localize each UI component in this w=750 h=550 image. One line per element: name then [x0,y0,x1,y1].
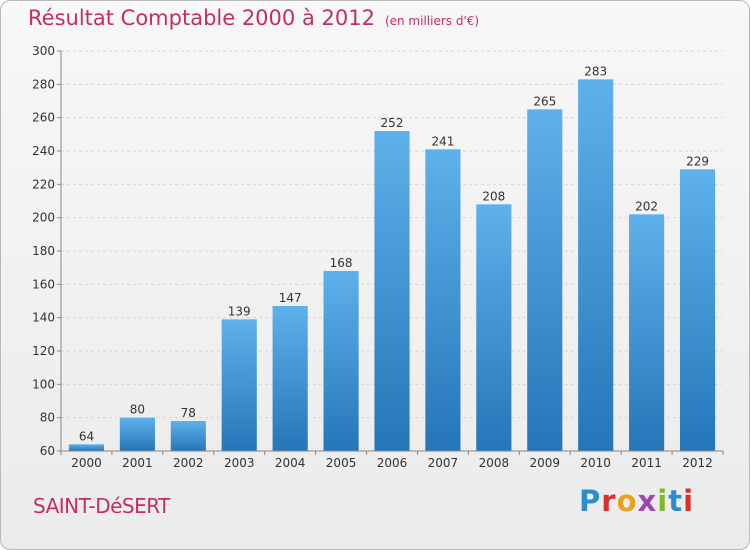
data-label-2007: 241 [431,134,454,148]
x-tick-label-2009: 2009 [529,456,560,470]
bar-2004 [272,306,308,451]
data-label-2000: 64 [79,429,94,443]
x-axis-ticks: 2000 2001 2002 2003 2004 2005 2006 2007 2008 2009… [60,451,724,470]
y-tick-label: 240 [32,144,55,158]
x-tick-label-2000: 2000 [71,456,102,470]
proxiti-logo[interactable]: Proxiti [579,484,695,518]
bar-2003 [221,319,257,451]
y-tick-label: 160 [32,277,55,291]
data-label-2002: 78 [181,406,196,420]
data-labels: 64 80 78 139 147 168 252 241 208 265 283 202 229 [79,64,709,443]
data-label-2005: 168 [330,256,353,270]
y-axis-ticks: 60 80 100 120 140 160 180 200 220 240 260 280 300 [32,44,61,458]
data-label-2008: 208 [482,189,505,203]
bar-2006 [374,131,410,451]
data-label-2010: 283 [584,64,607,78]
y-tick-label: 300 [32,44,55,58]
bar-2000 [68,444,105,451]
y-tick-label: 80 [40,411,55,425]
y-tick-label: 140 [32,311,55,325]
bar-2012 [679,169,716,452]
y-tick-label: 200 [32,211,55,225]
bar-2005 [323,271,359,451]
y-tick-label: 180 [32,244,55,258]
chart-subtitle: (en milliers d'€) [384,14,480,28]
x-tick-label-2004: 2004 [275,456,306,470]
y-tick-label: 120 [32,344,55,358]
bar-2002 [170,421,206,451]
data-label-2009: 265 [533,94,556,108]
y-tick-label: 280 [32,77,55,91]
data-label-2012: 229 [686,154,709,168]
bars [68,79,716,452]
data-label-2003: 139 [228,304,251,318]
x-tick-label-2005: 2005 [326,456,357,470]
x-tick-label-2001: 2001 [122,456,153,470]
bar-2010 [578,79,614,451]
bar-2009 [527,109,563,451]
place-name: SAINT-DéSERT [33,494,170,518]
data-label-2006: 252 [381,116,404,130]
bar-2007 [425,149,461,452]
chart-title: Résultat Comptable 2000 à 2012 (en millie… [28,6,479,30]
y-tick-label: 220 [32,177,55,191]
x-tick-label-2003: 2003 [224,456,255,470]
y-tick-label: 60 [40,444,55,458]
y-tick-label: 100 [32,377,55,391]
chart-title-text: Résultat Comptable 2000 à 2012 [28,6,375,30]
x-tick-label-2007: 2007 [428,456,459,470]
bar-2011 [629,214,665,451]
data-label-2001: 80 [130,403,145,417]
bar-2008 [476,204,512,451]
x-tick-label-2011: 2011 [631,456,662,470]
bar-2001 [119,417,155,451]
x-tick-label-2006: 2006 [377,456,408,470]
data-label-2011: 202 [635,199,658,213]
x-tick-label-2012: 2012 [682,456,713,470]
x-tick-label-2002: 2002 [173,456,204,470]
x-tick-label-2008: 2008 [479,456,510,470]
data-label-2004: 147 [279,291,302,305]
x-tick-label-2010: 2010 [580,456,611,470]
y-tick-label: 260 [32,111,55,125]
